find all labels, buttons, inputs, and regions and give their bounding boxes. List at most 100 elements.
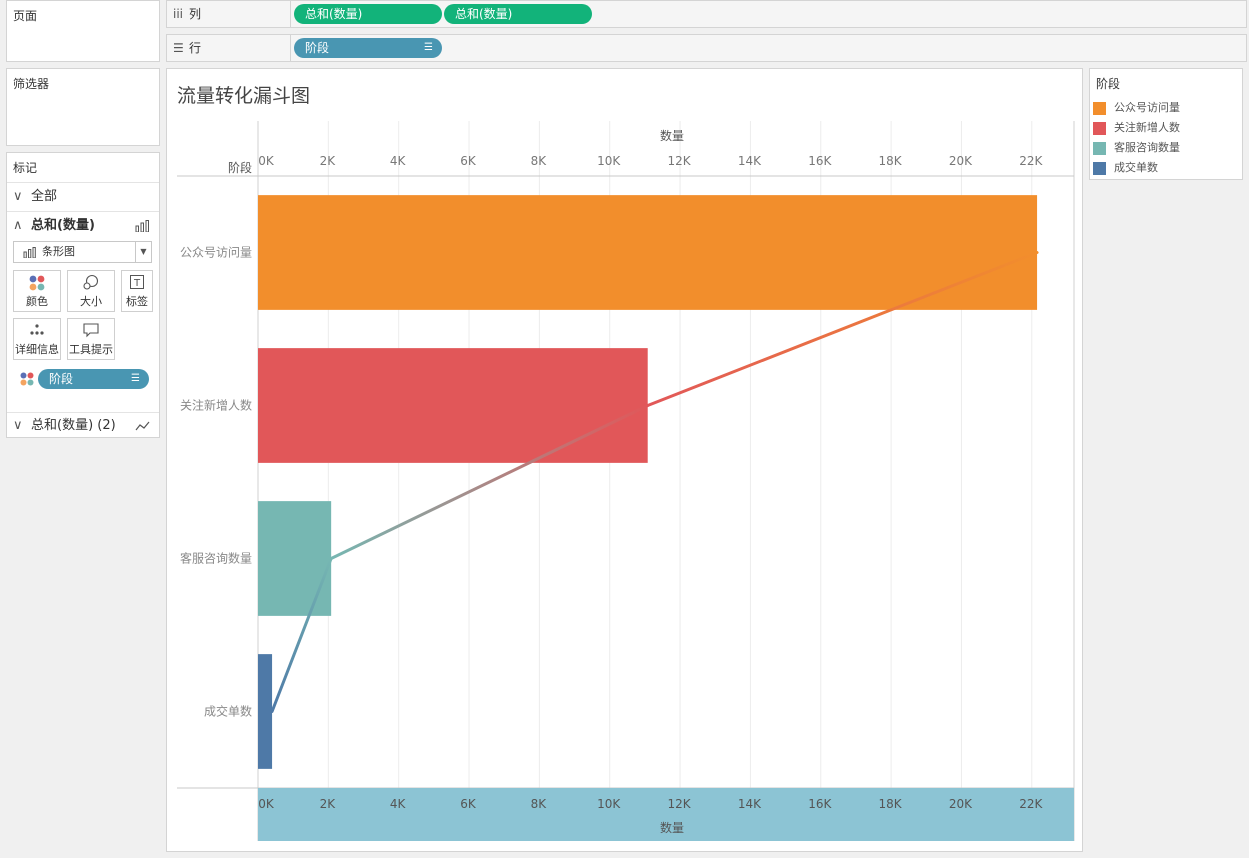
chart-title: 流量转化漏斗图 bbox=[177, 85, 311, 107]
pages-card[interactable]: 页面 bbox=[6, 0, 160, 62]
top-tick-label: 22K bbox=[1019, 154, 1043, 168]
category-label: 成交单数 bbox=[204, 704, 252, 719]
columns-icon: iii bbox=[173, 7, 184, 21]
sort-icon: ☰ bbox=[131, 373, 140, 384]
bottom-tick-label: 6K bbox=[460, 797, 477, 811]
svg-text:T: T bbox=[133, 278, 141, 289]
legend-card: 阶段 公众号访问量 关注新增人数 客服咨询数量 成交单数 bbox=[1089, 68, 1243, 180]
rows-icon: ☰ bbox=[173, 41, 184, 55]
legend-label: 公众号访问量 bbox=[1114, 101, 1180, 114]
category-label: 客服咨询数量 bbox=[180, 551, 252, 566]
mark-type-label: 条形图 bbox=[42, 245, 75, 258]
columns-pill-2-label: 总和(数量) bbox=[455, 7, 513, 21]
marks-card: 标记 ∨ 全部 ∧ 总和(数量) 条形图 ▼ 颜色 bbox=[6, 152, 160, 438]
filters-card[interactable]: 筛选器 bbox=[6, 68, 160, 146]
bottom-tick-label: 22K bbox=[1019, 797, 1043, 811]
category-label: 公众号访问量 bbox=[180, 246, 252, 260]
bar bbox=[258, 348, 648, 463]
trend-line-segment bbox=[329, 404, 650, 560]
bottom-tick-label: 10K bbox=[597, 797, 621, 811]
legend-item[interactable]: 公众号访问量 bbox=[1093, 100, 1241, 116]
detail-button[interactable]: 详细信息 bbox=[13, 318, 61, 360]
bottom-tick-label: 8K bbox=[531, 797, 548, 811]
chevron-down-icon: ∨ bbox=[13, 418, 23, 433]
rows-pill[interactable]: 阶段 ☰ bbox=[294, 38, 442, 58]
top-tick-label: 16K bbox=[808, 154, 832, 168]
legend-label: 关注新增人数 bbox=[1114, 121, 1180, 134]
chart-panel: 流量转化漏斗图 数量 0K 2K 4K 6K 8K 10K 12K 14K 16K 18K 20K 22… bbox=[166, 68, 1083, 852]
detail-button-label: 详细信息 bbox=[15, 343, 59, 356]
top-tick-label: 18K bbox=[879, 154, 903, 168]
tooltip-button-label: 工具提示 bbox=[69, 343, 113, 356]
bar-chart-icon bbox=[23, 247, 36, 258]
marks-measure1-label: 总和(数量) bbox=[31, 218, 95, 233]
top-tick-label: 10K bbox=[597, 154, 621, 168]
legend-item[interactable]: 关注新增人数 bbox=[1093, 120, 1241, 136]
bar bbox=[258, 195, 1038, 310]
label-button[interactable]: T 标签 bbox=[121, 270, 153, 312]
columns-pill-2[interactable]: 总和(数量) bbox=[444, 4, 592, 24]
bottom-tick-label: 12K bbox=[667, 797, 691, 811]
color-button[interactable]: 颜色 bbox=[13, 270, 61, 312]
color-field-pill[interactable]: 阶段 ☰ bbox=[38, 369, 149, 389]
chevron-up-icon: ∧ bbox=[13, 218, 23, 233]
bottom-tick-label: 16K bbox=[808, 797, 832, 811]
legend-swatch bbox=[1093, 162, 1106, 175]
chevron-down-icon: ∨ bbox=[13, 189, 23, 204]
legend-title: 阶段 bbox=[1096, 77, 1121, 91]
rows-shelf[interactable]: ☰ 行 阶段 ☰ bbox=[166, 34, 1247, 62]
legend-item[interactable]: 客服咨询数量 bbox=[1093, 140, 1241, 156]
size-icon bbox=[68, 271, 114, 293]
bottom-axis-band bbox=[258, 788, 1074, 841]
color-dots-icon bbox=[19, 371, 35, 390]
size-button[interactable]: 大小 bbox=[67, 270, 115, 312]
bottom-axis-title: 数量 bbox=[660, 820, 684, 835]
bottom-tick-label: 20K bbox=[949, 797, 973, 811]
color-dots-icon bbox=[14, 271, 60, 293]
columns-pill-1[interactable]: 总和(数量) bbox=[294, 4, 442, 24]
tooltip-icon bbox=[68, 319, 114, 341]
bottom-tick-label: 18K bbox=[879, 797, 903, 811]
top-tick-label: 12K bbox=[667, 154, 691, 168]
rows-label-text: 行 bbox=[189, 41, 202, 55]
marks-measure2-label: 总和(数量) (2) bbox=[31, 418, 116, 433]
columns-label-text: 列 bbox=[189, 7, 202, 21]
legend-label: 成交单数 bbox=[1114, 161, 1158, 174]
tooltip-button[interactable]: 工具提示 bbox=[67, 318, 115, 360]
label-button-label: 标签 bbox=[126, 295, 148, 308]
bottom-tick-label: 14K bbox=[738, 797, 762, 811]
legend-item[interactable]: 成交单数 bbox=[1093, 160, 1241, 176]
rows-pill-label: 阶段 bbox=[305, 41, 330, 55]
rows-shelf-label: ☰ 行 bbox=[167, 35, 291, 61]
marks-title: 标记 bbox=[13, 161, 38, 175]
marks-measure1-row[interactable]: ∧ 总和(数量) bbox=[7, 211, 159, 241]
bottom-tick-label: 0K bbox=[258, 797, 275, 811]
top-axis-title: 数量 bbox=[660, 128, 684, 143]
mark-type-dropdown[interactable]: 条形图 ▼ bbox=[13, 241, 152, 263]
bottom-tick-label: 2K bbox=[320, 797, 337, 811]
legend-label: 客服咨询数量 bbox=[1114, 141, 1180, 154]
detail-dots-icon bbox=[14, 319, 60, 341]
marks-all-label: 全部 bbox=[31, 189, 58, 204]
bar bbox=[258, 501, 332, 616]
marks-measure2-row[interactable]: ∨ 总和(数量) (2) bbox=[7, 412, 159, 438]
bar-chart-icon bbox=[135, 220, 149, 232]
legend-swatch bbox=[1093, 102, 1106, 115]
funnel-chart: 数量 0K 2K 4K 6K 8K 10K 12K 14K 16K 18K 20K 22K 阶段 0K 2K 4… bbox=[177, 121, 1075, 841]
dropdown-arrow-icon[interactable]: ▼ bbox=[135, 242, 151, 262]
trend-line-segment bbox=[270, 557, 333, 713]
marks-all-row[interactable]: ∨ 全部 bbox=[7, 182, 159, 212]
columns-shelf[interactable]: iii 列 总和(数量) 总和(数量) bbox=[166, 0, 1247, 28]
category-label: 关注新增人数 bbox=[180, 398, 252, 413]
pages-title: 页面 bbox=[13, 9, 38, 23]
columns-pill-1-label: 总和(数量) bbox=[305, 7, 363, 21]
size-button-label: 大小 bbox=[80, 295, 102, 308]
bar bbox=[258, 654, 273, 769]
line-chart-icon bbox=[135, 421, 150, 431]
top-tick-label: 0K bbox=[258, 154, 275, 168]
top-tick-label: 20K bbox=[949, 154, 973, 168]
top-tick-label: 6K bbox=[460, 154, 477, 168]
top-tick-label: 2K bbox=[320, 154, 337, 168]
color-field-pill-label: 阶段 bbox=[49, 372, 74, 386]
bottom-tick-label: 4K bbox=[390, 797, 407, 811]
